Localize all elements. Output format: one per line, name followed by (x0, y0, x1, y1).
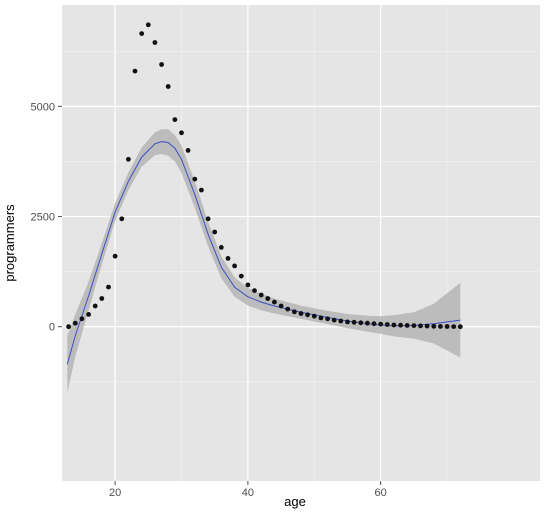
data-point (232, 263, 238, 269)
y-tick-label: 0 (49, 322, 55, 334)
data-point (218, 245, 224, 250)
data-point (384, 322, 390, 327)
data-point (438, 324, 443, 329)
data-point (331, 317, 337, 323)
confidence-ribbon (67, 129, 461, 393)
major-gridlines (62, 5, 540, 481)
y-axis-ticks: 0 2500 5000 (31, 101, 62, 334)
data-point (79, 316, 85, 322)
data-point (179, 130, 184, 136)
data-point (185, 148, 191, 153)
data-point (418, 323, 423, 329)
data-point (86, 312, 91, 317)
y-tick-label: 5000 (31, 101, 55, 113)
data-point (152, 40, 158, 45)
data-point (192, 176, 198, 182)
data-point (311, 313, 317, 319)
data-point (338, 318, 344, 324)
data-point (411, 323, 417, 328)
data-point (305, 312, 310, 318)
y-axis-title: programmers (2, 204, 17, 282)
data-point (119, 216, 125, 222)
data-point (172, 117, 178, 122)
data-point (298, 311, 304, 316)
data-point (92, 303, 98, 309)
data-points (66, 22, 463, 330)
data-point (265, 296, 271, 301)
x-tick-label: 40 (242, 487, 254, 499)
x-tick-label: 20 (109, 487, 121, 499)
plot-panel (62, 5, 540, 481)
data-point (278, 303, 284, 309)
data-point (238, 273, 244, 279)
data-point (365, 320, 370, 326)
data-point (451, 324, 457, 329)
data-point (212, 229, 218, 235)
data-point (112, 253, 118, 259)
y-tick-label: 2500 (31, 212, 55, 224)
data-point (225, 256, 231, 261)
data-point (404, 323, 410, 328)
data-point (358, 320, 364, 326)
data-point (325, 316, 330, 322)
data-point (424, 323, 430, 329)
data-point (285, 306, 291, 312)
data-point (318, 315, 324, 321)
data-point (106, 284, 111, 290)
data-point (132, 68, 138, 74)
watermark: @稀土掘金技术社区 (431, 484, 530, 498)
data-point (444, 324, 450, 329)
data-point (139, 31, 145, 36)
data-point (72, 320, 78, 326)
x-axis-ticks: 20 40 60 (109, 481, 387, 499)
data-point (145, 22, 151, 28)
data-point (66, 324, 71, 330)
data-point (431, 323, 437, 329)
data-point (205, 216, 211, 222)
data-point (125, 156, 131, 162)
data-point (165, 84, 171, 89)
data-point (252, 288, 257, 293)
data-point (258, 292, 264, 298)
x-axis-title: age (284, 494, 306, 509)
data-point (199, 187, 204, 193)
data-point (391, 322, 397, 328)
data-point (99, 296, 105, 301)
data-point (351, 319, 357, 325)
data-point (378, 321, 384, 327)
data-point (245, 282, 251, 288)
data-point (371, 321, 377, 327)
data-point (457, 324, 463, 330)
data-point (159, 62, 165, 67)
data-point (272, 299, 277, 305)
x-tick-label: 60 (375, 487, 387, 499)
data-point (292, 309, 297, 315)
data-point (398, 322, 403, 328)
data-point (345, 319, 350, 325)
